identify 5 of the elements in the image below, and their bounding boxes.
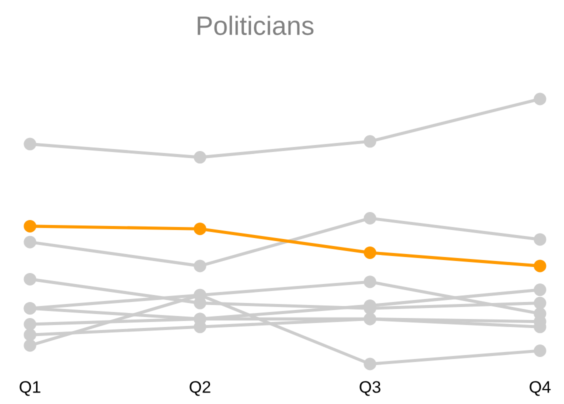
x-tick-label: Q1 xyxy=(20,381,40,396)
x-tick-label: Q2 xyxy=(190,381,210,396)
chart-title: Politicians xyxy=(198,16,314,36)
x-tick-label: Q4 xyxy=(530,381,551,396)
x-tick-label: Q3 xyxy=(360,381,380,396)
